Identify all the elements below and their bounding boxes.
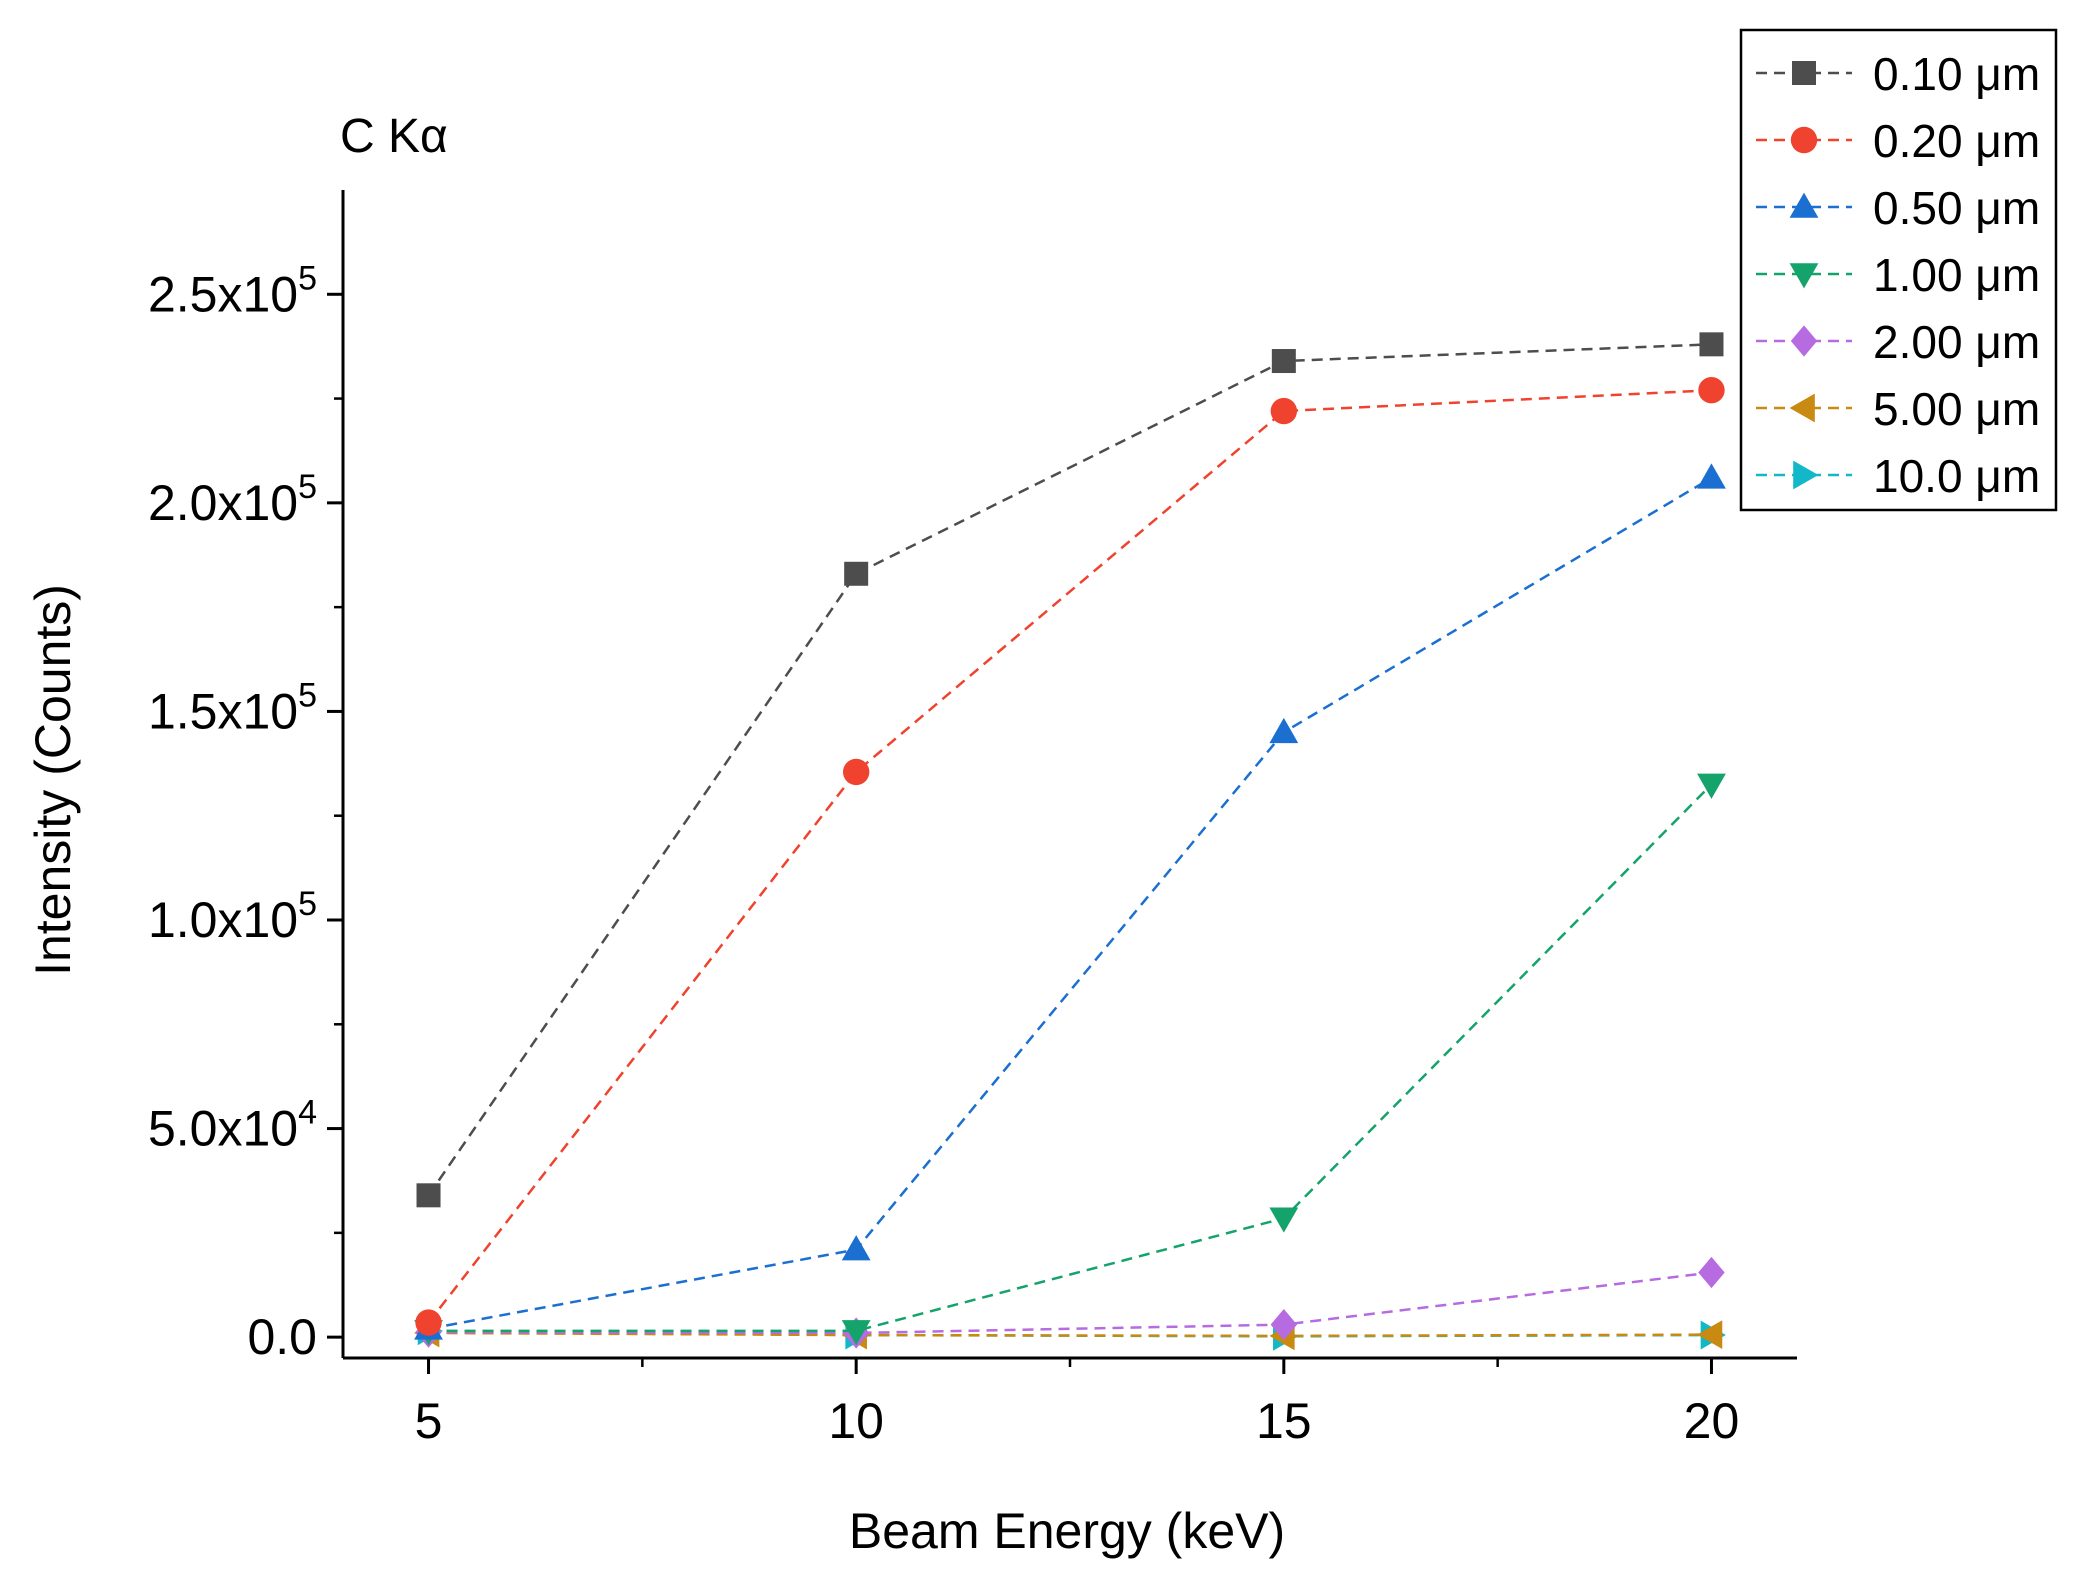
data-point bbox=[415, 1309, 442, 1336]
data-point bbox=[416, 1183, 441, 1208]
panel-label: C Kα bbox=[340, 110, 448, 163]
data-point bbox=[841, 1235, 871, 1261]
legend-label: 0.20 μm bbox=[1873, 115, 2040, 167]
legend-label: 0.50 μm bbox=[1873, 182, 2040, 234]
legend-marker bbox=[1789, 192, 1819, 218]
x-tick-label: 15 bbox=[1256, 1393, 1312, 1449]
legend-item: 10.0 μm bbox=[1756, 450, 2040, 502]
legend-item: 0.20 μm bbox=[1756, 115, 2040, 167]
legend-item: 1.00 μm bbox=[1756, 249, 2040, 301]
series-line bbox=[428, 476, 1713, 1331]
x-tick-label: 20 bbox=[1684, 1393, 1740, 1449]
data-point bbox=[1269, 717, 1299, 744]
y-tick-label: 2.5x105 bbox=[148, 259, 317, 322]
series-line bbox=[428, 1331, 1712, 1338]
series-line bbox=[428, 1271, 1712, 1335]
legend-label: 1.00 μm bbox=[1873, 249, 2040, 301]
series-2 bbox=[414, 463, 1726, 1340]
data-point bbox=[844, 561, 869, 586]
series-5 bbox=[414, 1318, 1723, 1351]
x-axis-title: Beam Energy (keV) bbox=[849, 1503, 1285, 1559]
data-point bbox=[1697, 463, 1726, 489]
axes-layer bbox=[341, 190, 1797, 1360]
series-line bbox=[428, 783, 1713, 1333]
legend-label: 2.00 μm bbox=[1873, 316, 2040, 368]
legend-items: 0.10 μm 0.20 μm 0.50 μm 1.00 μm 2.00 μm 5.00 … bbox=[1756, 48, 2040, 502]
legend-item: 2.00 μm bbox=[1756, 316, 2040, 368]
x-tick-label: 5 bbox=[415, 1393, 443, 1449]
y-axis-title: Intensity (Counts) bbox=[25, 584, 81, 976]
data-point bbox=[842, 758, 870, 786]
series-0 bbox=[416, 332, 1724, 1208]
y-tick-label: 1.0x105 bbox=[148, 885, 317, 948]
series-layer bbox=[414, 332, 1726, 1351]
data-point bbox=[1698, 377, 1725, 404]
series-3 bbox=[414, 773, 1726, 1346]
y-tick-label: 1.5x105 bbox=[148, 676, 317, 739]
y-tick-label: 2.0x105 bbox=[148, 468, 317, 531]
data-point bbox=[1269, 1207, 1299, 1233]
legend-item: 0.50 μm bbox=[1756, 182, 2040, 234]
data-point bbox=[1271, 349, 1296, 374]
legend-label: 5.00 μm bbox=[1873, 383, 2040, 435]
data-point bbox=[1699, 332, 1724, 357]
legend-item: 0.10 μm bbox=[1756, 48, 2040, 100]
data-point bbox=[1698, 1256, 1725, 1289]
data-point bbox=[1270, 397, 1298, 425]
legend: 0.10 μm 0.20 μm 0.50 μm 1.00 μm 2.00 μm 5.00 … bbox=[1739, 28, 2058, 512]
ticks-layer: 5 10 15 20 0.0 5.0x104 1.0x105 1.5x105 2.0x105 2.… bbox=[148, 259, 1739, 1449]
y-tick-label: 0.0 bbox=[247, 1309, 317, 1365]
data-point bbox=[1697, 773, 1726, 799]
legend-item: 5.00 μm bbox=[1756, 383, 2040, 435]
legend-marker bbox=[1789, 263, 1819, 289]
legend-label: 0.10 μm bbox=[1873, 48, 2040, 100]
data-point bbox=[841, 1320, 871, 1346]
x-tick-label: 10 bbox=[828, 1393, 884, 1449]
legend-marker bbox=[1790, 325, 1818, 357]
legend-label: 10.0 μm bbox=[1873, 450, 2040, 502]
data-point bbox=[1697, 1320, 1723, 1350]
series-line bbox=[427, 343, 1712, 1197]
series-1 bbox=[415, 377, 1725, 1336]
series-line bbox=[427, 388, 1712, 1324]
legend-marker bbox=[1792, 61, 1816, 85]
data-point bbox=[1270, 1309, 1298, 1341]
y-tick-label: 5.0x104 bbox=[148, 1094, 317, 1157]
legend-marker bbox=[1790, 126, 1818, 154]
legend-marker bbox=[1789, 393, 1815, 423]
legend-marker bbox=[1793, 460, 1819, 490]
